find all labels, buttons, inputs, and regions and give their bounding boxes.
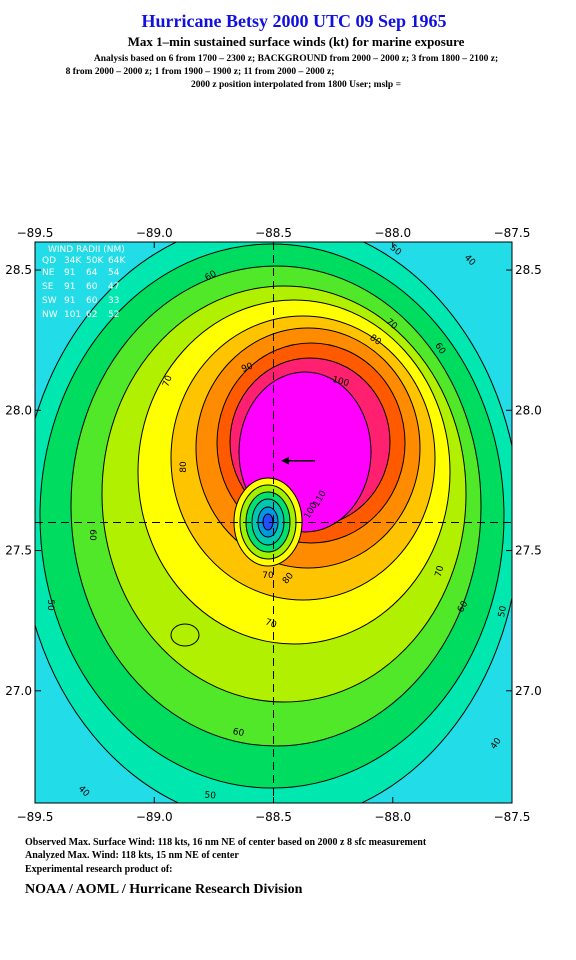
wind-radii-cell: SW (42, 296, 57, 306)
wind-radii-cell: 60 (86, 282, 98, 292)
x-tick-label: −89.5 (17, 810, 54, 824)
y-tick-label: 27.0 (5, 684, 32, 698)
y-tick-label: 28.5 (5, 263, 32, 277)
contour-label: 60 (87, 529, 97, 541)
analysis-line: 2000 z position interpolated from 1800 U… (191, 80, 401, 90)
footer-org: NOAA / AOML / Hurricane Research Divisio… (25, 882, 303, 897)
wind-radii-cell: NE (42, 268, 55, 278)
wind-radii-cell: 47 (108, 282, 119, 292)
y-tick-label: 27.5 (5, 544, 32, 558)
wind-radii-cell: SE (42, 282, 54, 292)
wind-radii-cell: 52 (108, 310, 119, 320)
x-tick-label: −89.0 (136, 226, 173, 240)
y-tick-label: 28.0 (515, 403, 542, 417)
wind-radii-header: 50K (86, 256, 104, 266)
wind-radii-cell: 60 (86, 296, 98, 306)
wind-radii-header: 34K (64, 256, 82, 266)
footer-line: Observed Max. Surface Wind: 118 kts, 16 … (25, 837, 427, 848)
contour-label: 70 (262, 571, 274, 581)
wind-radii-title: WIND RADII (NM) (48, 245, 125, 255)
x-tick-label: −88.0 (374, 226, 411, 240)
x-tick-label: −87.5 (494, 226, 531, 240)
analysis-line: 8 from 2000 – 2000 z; 1 from 1900 – 1900… (66, 67, 335, 77)
wind-radii-cell: 91 (64, 296, 75, 306)
contour-label: 90 (240, 361, 254, 374)
max-wind-marker (281, 456, 290, 465)
wind-radii-cell: 54 (108, 268, 120, 278)
x-tick-label: −87.5 (494, 810, 531, 824)
y-tick-label: 27.0 (515, 684, 542, 698)
wind-radii-cell: 33 (108, 296, 119, 306)
wind-radii-cell: 91 (64, 268, 75, 278)
contour-label: 50 (45, 599, 55, 611)
wind-radii-cell: 101 (64, 310, 81, 320)
contour-label: 60 (232, 727, 245, 739)
contour-label: 100 (331, 375, 350, 389)
y-tick-label: 28.5 (515, 263, 542, 277)
y-tick-label: 28.0 (5, 403, 32, 417)
contour-label: 70 (161, 374, 174, 388)
contour-label: 50 (497, 605, 509, 618)
y-tick-label: 27.5 (515, 544, 542, 558)
title: Hurricane Betsy 2000 UTC 09 Sep 1965 (142, 11, 447, 31)
wind-radii-header: 64K (108, 256, 126, 266)
wind-radii-header: QD (42, 256, 56, 266)
wind-radii-cell: 62 (86, 310, 97, 320)
x-tick-label: −89.5 (17, 226, 54, 240)
contour-label: 80 (179, 461, 189, 473)
wind-radii-cell: NW (42, 310, 58, 320)
x-tick-label: −88.0 (374, 810, 411, 824)
contour (170, 623, 200, 647)
contour-label: 70 (434, 564, 447, 578)
x-tick-label: −88.5 (255, 810, 292, 824)
analysis-line: Analysis based on 6 from 1700 – 2300 z; … (94, 54, 498, 64)
footer-line: Experimental research product of: (25, 864, 172, 875)
footer-line: Analyzed Max. Wind: 118 kts, 15 nm NE of… (25, 850, 239, 861)
contour-label: 70 (264, 617, 278, 630)
x-tick-label: −88.5 (255, 226, 292, 240)
x-tick-label: −89.0 (136, 810, 173, 824)
subtitle: Max 1–min sustained surface winds (kt) f… (128, 34, 465, 49)
contour-label: 50 (204, 791, 217, 802)
wind-radii-cell: 64 (86, 268, 98, 278)
wind-radii-cell: 91 (64, 282, 75, 292)
